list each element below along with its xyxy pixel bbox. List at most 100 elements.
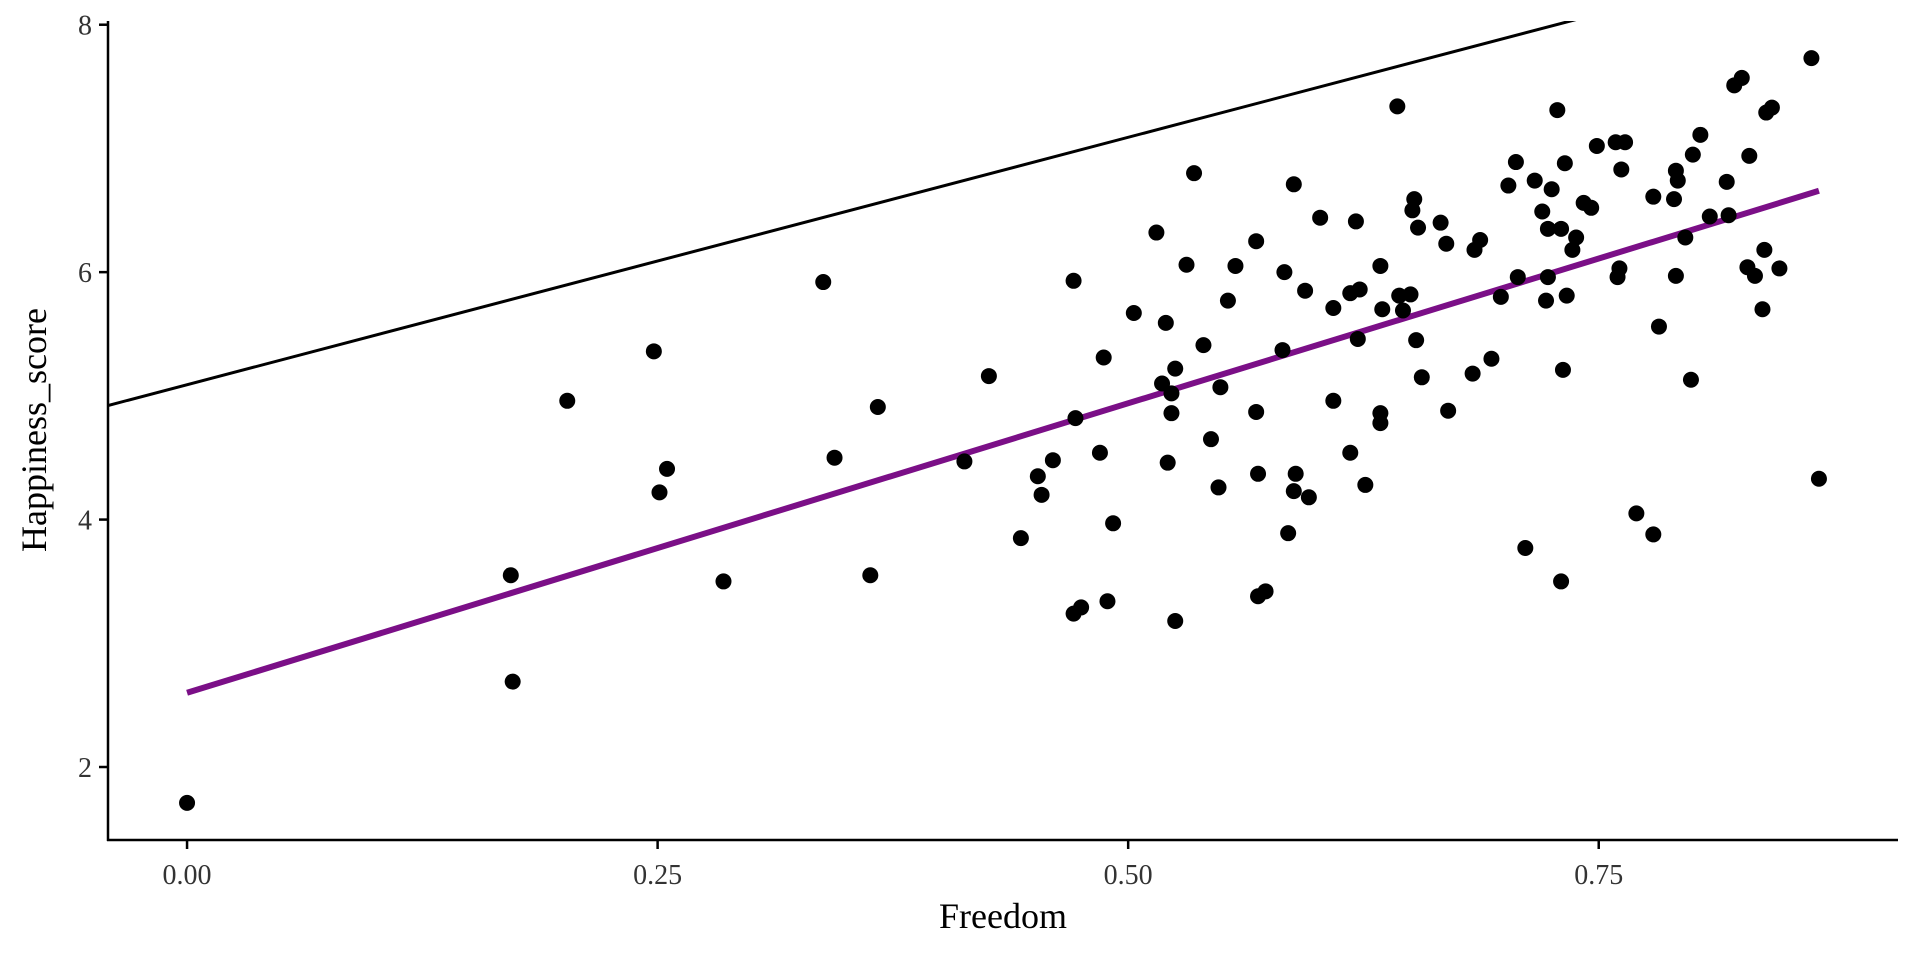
data-point bbox=[1553, 573, 1570, 590]
data-point bbox=[1280, 525, 1297, 542]
data-point bbox=[1357, 476, 1374, 493]
data-point bbox=[1756, 241, 1773, 258]
data-point bbox=[1091, 444, 1108, 461]
data-point bbox=[1195, 337, 1212, 354]
data-point bbox=[1159, 454, 1176, 471]
data-point bbox=[1257, 583, 1274, 600]
data-point bbox=[1178, 256, 1195, 273]
data-point bbox=[1202, 431, 1219, 448]
data-point bbox=[1033, 486, 1050, 503]
data-point bbox=[1250, 465, 1267, 482]
data-point bbox=[1650, 318, 1667, 335]
data-point bbox=[1372, 257, 1389, 274]
data-point bbox=[1374, 301, 1391, 318]
data-point bbox=[1438, 235, 1455, 252]
data-point bbox=[1611, 260, 1628, 277]
data-point bbox=[1718, 173, 1735, 190]
data-point bbox=[1558, 287, 1575, 304]
data-point bbox=[1276, 264, 1293, 281]
data-point bbox=[1539, 269, 1556, 286]
data-point bbox=[1351, 281, 1368, 298]
data-point bbox=[1157, 314, 1174, 331]
data-point bbox=[1645, 188, 1662, 205]
data-point bbox=[1684, 146, 1701, 163]
data-point bbox=[1372, 415, 1389, 432]
data-point bbox=[1099, 593, 1116, 610]
y-tick-label: 8 bbox=[78, 11, 92, 42]
data-point bbox=[659, 460, 676, 477]
data-point bbox=[1483, 350, 1500, 367]
y-tick-label: 6 bbox=[78, 258, 92, 289]
data-point bbox=[1534, 203, 1551, 220]
data-point bbox=[1044, 452, 1061, 469]
data-point bbox=[1472, 231, 1489, 248]
data-point bbox=[1682, 371, 1699, 388]
data-point bbox=[1012, 530, 1029, 547]
data-point bbox=[1554, 361, 1571, 378]
data-point bbox=[1754, 301, 1771, 318]
data-point bbox=[715, 573, 732, 590]
data-point bbox=[1347, 213, 1364, 230]
data-point bbox=[1741, 147, 1758, 164]
x-ticks: 0.00 0.25 0.50 0.75 bbox=[163, 840, 1623, 891]
data-point bbox=[502, 567, 519, 584]
data-point bbox=[1613, 161, 1630, 178]
data-point bbox=[1692, 126, 1709, 143]
data-point bbox=[1568, 229, 1585, 246]
data-point bbox=[1432, 214, 1449, 231]
data-point bbox=[1464, 365, 1481, 382]
data-point bbox=[869, 398, 886, 415]
data-point bbox=[1677, 229, 1694, 246]
x-tick-label: 0.50 bbox=[1104, 860, 1153, 891]
data-point bbox=[1148, 224, 1165, 241]
data-point bbox=[1645, 526, 1662, 543]
data-point bbox=[1701, 208, 1718, 225]
data-point bbox=[1556, 155, 1573, 172]
data-point bbox=[1810, 470, 1827, 487]
data-point bbox=[1500, 177, 1517, 194]
data-point bbox=[1538, 292, 1555, 309]
data-point bbox=[1227, 257, 1244, 274]
data-point bbox=[980, 368, 997, 385]
data-point bbox=[1667, 267, 1684, 284]
data-point bbox=[1212, 379, 1229, 396]
data-point bbox=[645, 343, 662, 360]
data-point bbox=[1549, 102, 1566, 119]
data-point bbox=[1583, 199, 1600, 216]
y-axis-title: Happiness_score bbox=[14, 308, 54, 552]
data-point bbox=[651, 484, 668, 501]
data-point bbox=[1248, 403, 1265, 420]
points-layer bbox=[179, 50, 1827, 811]
data-point bbox=[1342, 444, 1359, 461]
data-point bbox=[1746, 267, 1763, 284]
data-point bbox=[826, 449, 843, 466]
data-point bbox=[1325, 300, 1342, 317]
data-point bbox=[1553, 220, 1570, 237]
data-point bbox=[1402, 286, 1419, 303]
data-point bbox=[1186, 165, 1203, 182]
data-point bbox=[1628, 505, 1645, 522]
data-point bbox=[956, 453, 973, 470]
data-point bbox=[1543, 181, 1560, 198]
data-point bbox=[1413, 369, 1430, 386]
data-point bbox=[1440, 402, 1457, 419]
data-point bbox=[1125, 304, 1142, 321]
data-point bbox=[1617, 134, 1634, 151]
data-point bbox=[1300, 489, 1317, 506]
data-point bbox=[1312, 209, 1329, 226]
y-ticks: 2 4 6 8 bbox=[78, 11, 108, 784]
data-point bbox=[1285, 176, 1302, 193]
data-point bbox=[1389, 98, 1406, 115]
fit-line bbox=[186, 187, 1820, 696]
lines-layer bbox=[108, 21, 1820, 696]
data-point bbox=[1763, 99, 1780, 116]
data-point bbox=[1154, 375, 1171, 392]
data-point bbox=[1720, 207, 1737, 224]
data-point bbox=[1394, 302, 1411, 319]
data-point bbox=[1105, 515, 1122, 532]
data-point bbox=[1163, 405, 1180, 422]
x-axis-title: Freedom bbox=[939, 896, 1067, 936]
data-point bbox=[1408, 332, 1425, 349]
y-tick-label: 4 bbox=[78, 506, 92, 537]
data-point bbox=[1287, 465, 1304, 482]
